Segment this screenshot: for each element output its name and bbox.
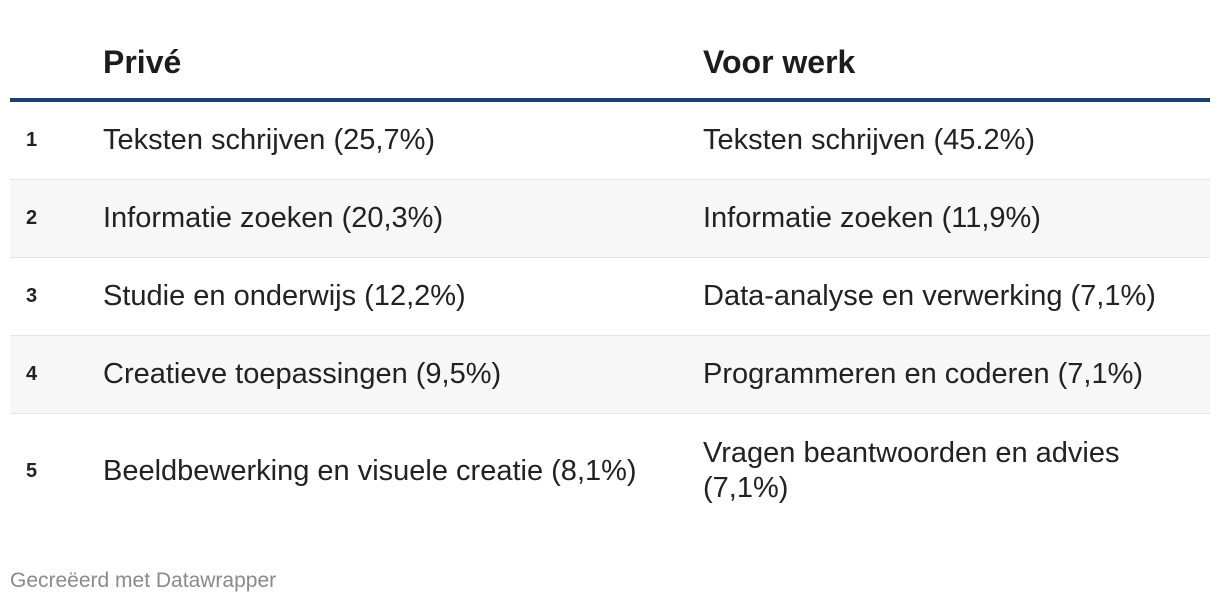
table-row: 5 Beeldbewerking en visuele creatie (8,1… bbox=[10, 414, 1210, 528]
work-cell: Teksten schrijven (45.2%) bbox=[703, 124, 1036, 156]
work-cell: Data-analyse en verwerking (7,1%) bbox=[703, 280, 1156, 312]
rank-cell: 5 bbox=[26, 459, 38, 482]
private-cell: Informatie zoeken (20,3%) bbox=[103, 202, 444, 234]
table-row: 3 Studie en onderwijs (12,2%) Data-analy… bbox=[10, 258, 1210, 336]
work-cell: Vragen beantwoorden en advies (7,1%) bbox=[703, 437, 1120, 504]
private-cell: Beeldbewerking en visuele creatie (8,1%) bbox=[103, 454, 637, 487]
header-rank bbox=[10, 78, 103, 98]
rank-cell: 2 bbox=[26, 207, 38, 229]
rank-cell: 4 bbox=[26, 363, 38, 385]
table-row: 1 Teksten schrijven (25,7%) Teksten schr… bbox=[10, 102, 1210, 180]
private-cell: Creatieve toepassingen (9,5%) bbox=[103, 358, 502, 390]
rank-cell: 3 bbox=[26, 285, 38, 307]
table-row: 2 Informatie zoeken (20,3%) Informatie z… bbox=[10, 180, 1210, 258]
header-work: Voor werk bbox=[703, 44, 856, 80]
table-row: 4 Creatieve toepassingen (9,5%) Programm… bbox=[10, 336, 1210, 414]
datawrapper-credit-link[interactable]: Gecreëerd met Datawrapper bbox=[10, 569, 277, 592]
rank-cell: 1 bbox=[26, 129, 38, 151]
header-private: Privé bbox=[103, 44, 182, 80]
work-cell: Informatie zoeken (11,9%) bbox=[703, 202, 1041, 234]
private-cell: Studie en onderwijs (12,2%) bbox=[103, 280, 466, 312]
private-cell: Teksten schrijven (25,7%) bbox=[103, 124, 436, 156]
data-table: Privé Voor werk 1 Teksten schrijven (25,… bbox=[10, 0, 1210, 528]
table-header-row: Privé Voor werk bbox=[10, 0, 1210, 102]
work-cell: Programmeren en coderen (7,1%) bbox=[703, 358, 1144, 390]
